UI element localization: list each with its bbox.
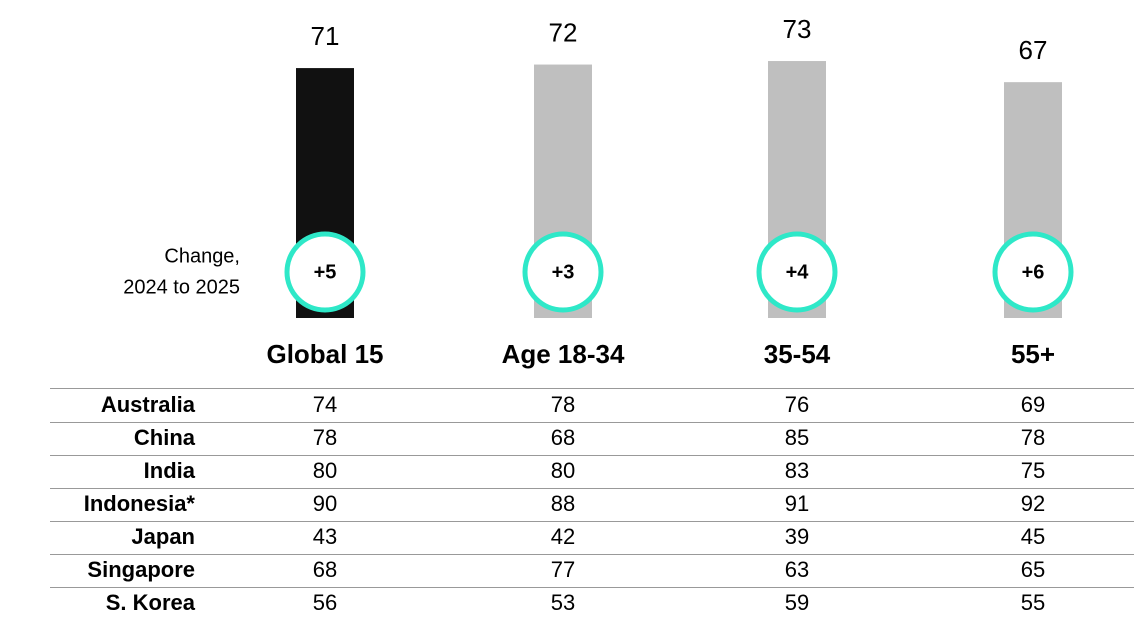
change-ring bbox=[756, 231, 838, 313]
cell: 53 bbox=[551, 590, 575, 615]
cell: 75 bbox=[1021, 458, 1045, 483]
row-label: S. Korea bbox=[106, 590, 196, 615]
row-label: Australia bbox=[101, 392, 196, 417]
value-label: 67 bbox=[1019, 35, 1048, 65]
cell: 63 bbox=[785, 557, 809, 582]
cell: 83 bbox=[785, 458, 809, 483]
cell: 69 bbox=[1021, 392, 1045, 417]
cell: 65 bbox=[1021, 557, 1045, 582]
category-label: Age 18-34 bbox=[502, 339, 625, 369]
value-label: 73 bbox=[783, 14, 812, 44]
cell: 78 bbox=[551, 392, 575, 417]
cell: 59 bbox=[785, 590, 809, 615]
row-label: Indonesia* bbox=[84, 491, 196, 516]
category-label: Global 15 bbox=[266, 339, 383, 369]
cell: 55 bbox=[1021, 590, 1045, 615]
change-label: +5 bbox=[314, 261, 337, 283]
cell: 88 bbox=[551, 491, 575, 516]
row-label: Singapore bbox=[87, 557, 195, 582]
annotation: Change, bbox=[164, 245, 240, 267]
category-label: 55+ bbox=[1011, 339, 1055, 369]
cell: 39 bbox=[785, 524, 809, 549]
row-label: India bbox=[144, 458, 196, 483]
row-label: China bbox=[134, 425, 196, 450]
change-ring bbox=[284, 231, 366, 313]
change-label: +3 bbox=[552, 261, 575, 283]
cell: 85 bbox=[785, 425, 809, 450]
category-label: 35-54 bbox=[764, 339, 831, 369]
cell: 43 bbox=[313, 524, 337, 549]
cell: 76 bbox=[785, 392, 809, 417]
cell: 78 bbox=[313, 425, 337, 450]
cell: 80 bbox=[551, 458, 575, 483]
cell: 45 bbox=[1021, 524, 1045, 549]
cell: 77 bbox=[551, 557, 575, 582]
cell: 91 bbox=[785, 491, 809, 516]
change-label: +4 bbox=[786, 261, 810, 283]
cell: 68 bbox=[551, 425, 575, 450]
value-label: 72 bbox=[549, 17, 578, 47]
cell: 80 bbox=[313, 458, 337, 483]
cell: 90 bbox=[313, 491, 337, 516]
row-label: Japan bbox=[131, 524, 195, 549]
cell: 68 bbox=[313, 557, 337, 582]
value-label: 71 bbox=[311, 21, 340, 51]
change-label: +6 bbox=[1022, 261, 1045, 283]
cell: 42 bbox=[551, 524, 575, 549]
change-ring bbox=[522, 231, 604, 313]
cell: 56 bbox=[313, 590, 337, 615]
change-ring bbox=[992, 231, 1074, 313]
cell: 92 bbox=[1021, 491, 1045, 516]
annotation: 2024 to 2025 bbox=[123, 276, 240, 298]
cell: 74 bbox=[313, 392, 337, 417]
cell: 78 bbox=[1021, 425, 1045, 450]
